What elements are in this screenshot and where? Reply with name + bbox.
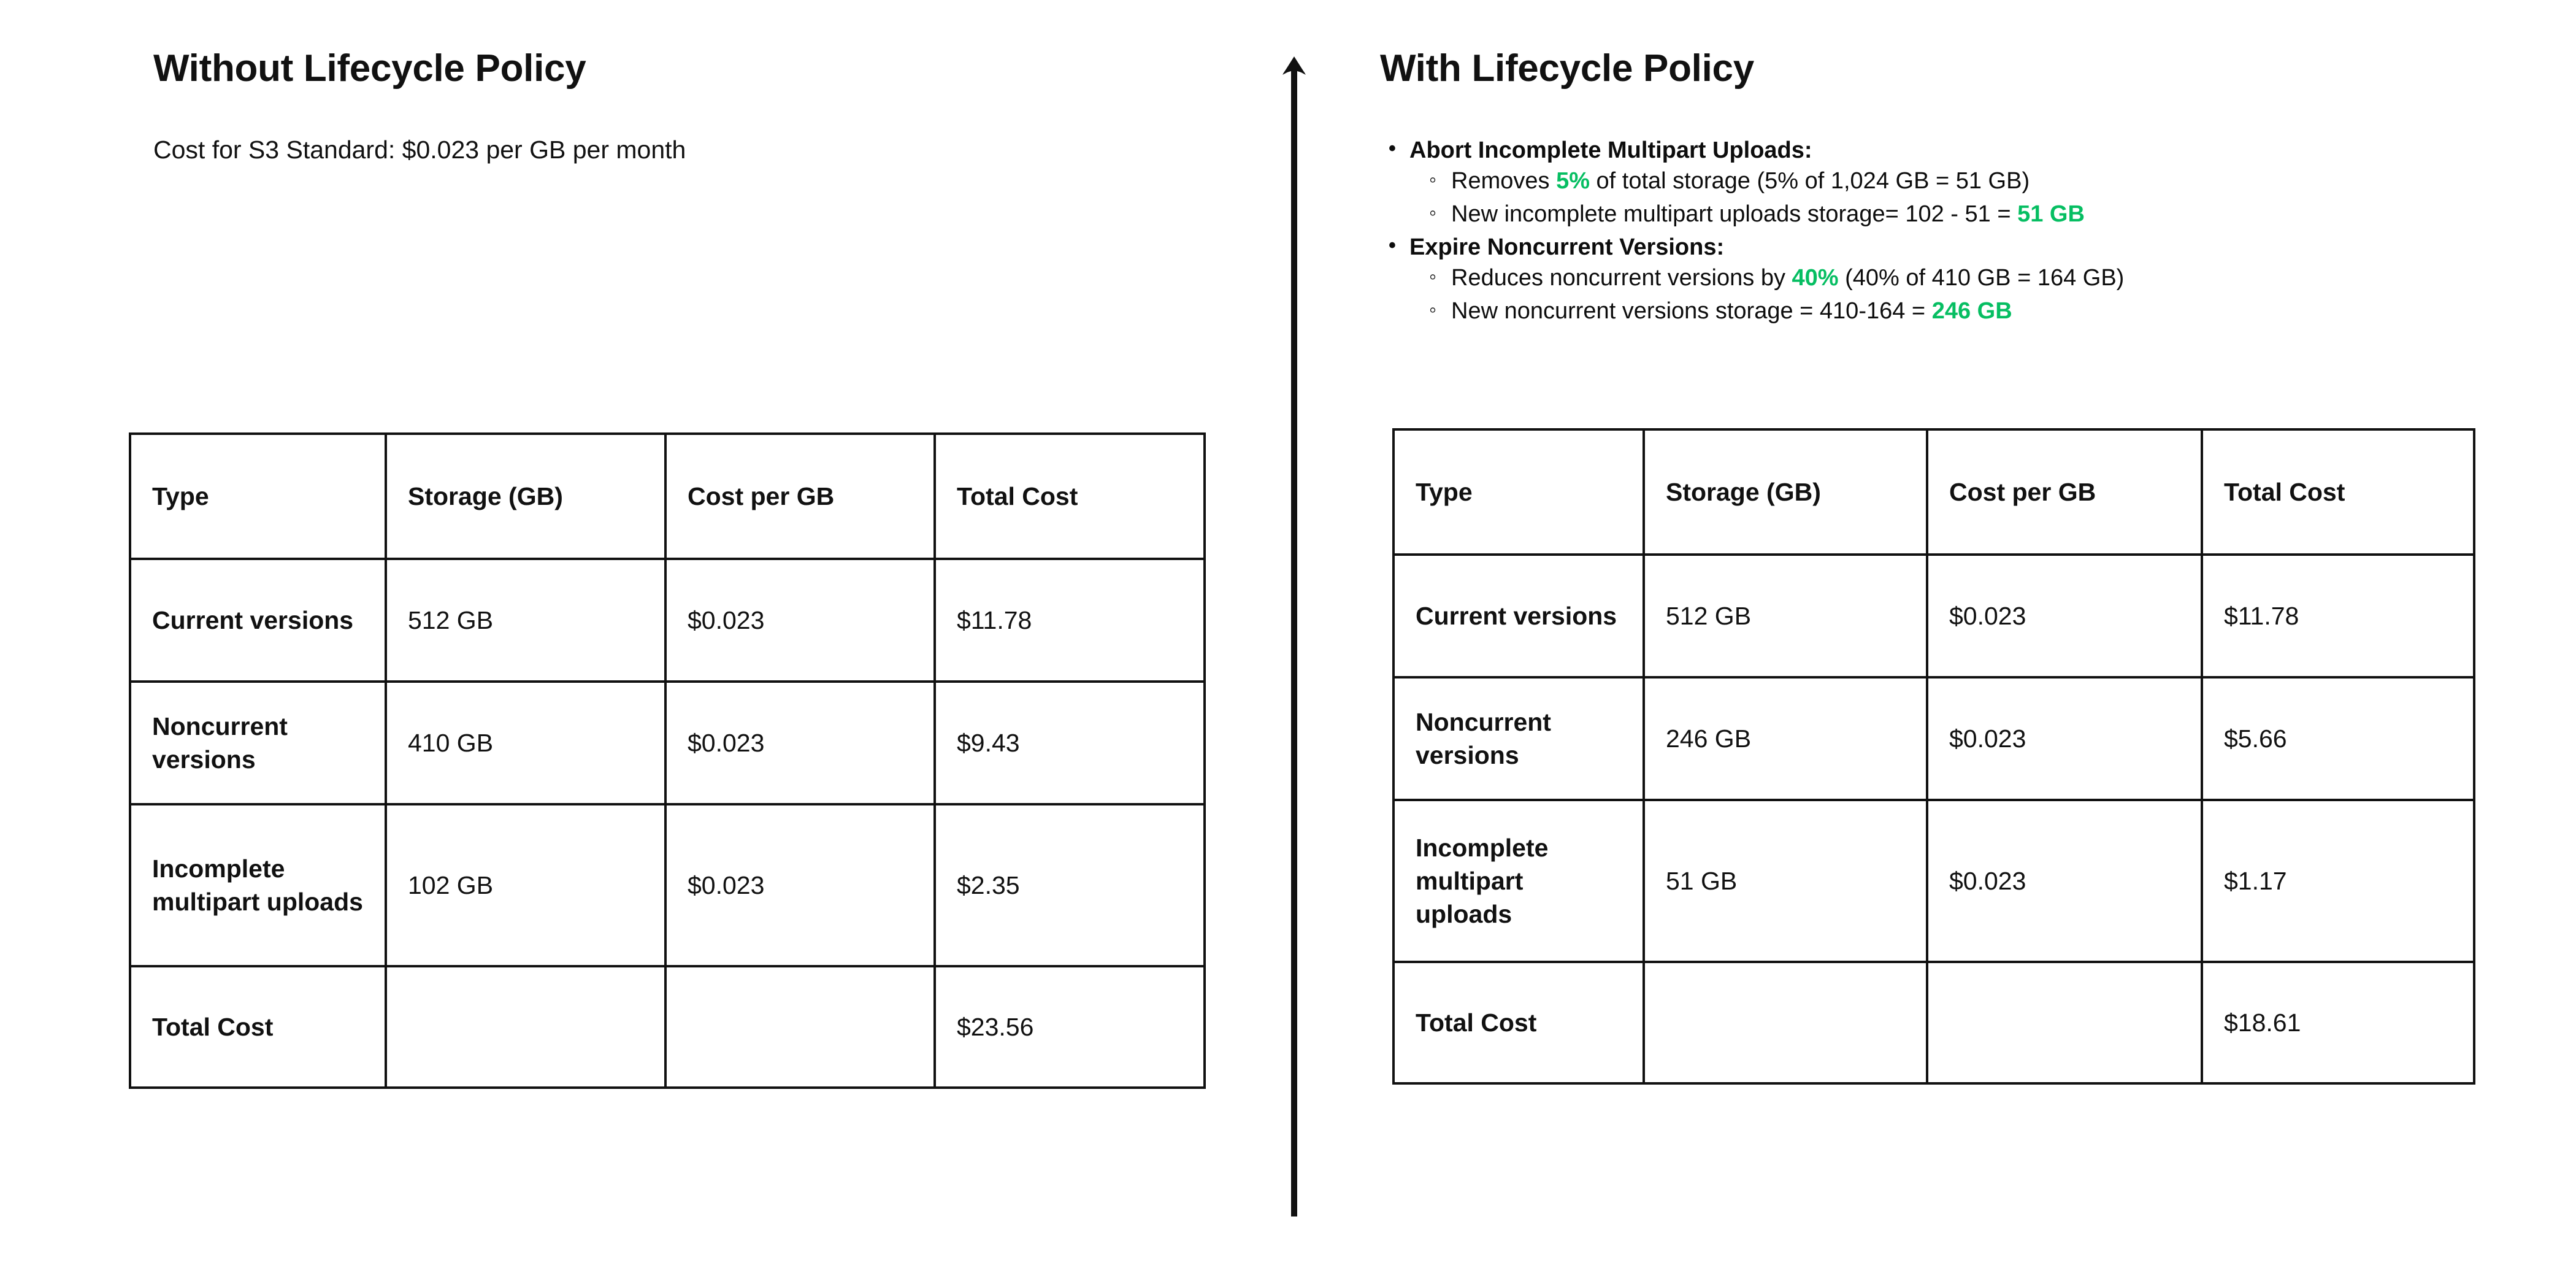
bullet-highlight: 40% xyxy=(1792,265,1839,291)
cell-type: Current versions xyxy=(129,558,387,683)
list-item: Reduces noncurrent versions by 40% (40% … xyxy=(1429,262,2484,295)
bullet-text-pre: Removes xyxy=(1451,168,1557,194)
cell-cost-per-gb: $0.023 xyxy=(1926,799,2203,963)
bullet-group-label: Abort Incomplete Multipart Uploads: xyxy=(1409,136,2484,165)
cell-total-cost: $2.35 xyxy=(933,803,1206,967)
cell-type: Noncurrent versions xyxy=(129,680,387,805)
cell-total-cost-per-gb xyxy=(664,965,936,1089)
table-row: Incomplete multipart uploads 51 GB $0.02… xyxy=(1392,799,2475,963)
column-header-total-cost: Total Cost xyxy=(2201,428,2475,556)
bullet-group-label: Expire Noncurrent Versions: xyxy=(1409,233,2484,262)
cell-storage: 246 GB xyxy=(1643,676,1928,801)
bullet-text-pre: New incomplete multipart uploads storage… xyxy=(1451,201,2018,228)
cell-total-cost: $5.66 xyxy=(2201,676,2475,801)
list-item: New noncurrent versions storage = 410-16… xyxy=(1429,295,2484,328)
cell-total-cost-per-gb xyxy=(1926,961,2203,1085)
cell-storage: 512 GB xyxy=(385,558,667,683)
bullet-highlight: 5% xyxy=(1556,168,1590,194)
cell-type: Current versions xyxy=(1392,553,1645,678)
cost-table: Type Storage (GB) Cost per GB Total Cost… xyxy=(1392,428,2475,1085)
bullet-list-level-2: Reduces noncurrent versions by 40% (40% … xyxy=(1409,262,2484,328)
bullet-group-abort-multipart: Abort Incomplete Multipart Uploads: Remo… xyxy=(1409,136,2484,231)
page-title-with-lifecycle: With Lifecycle Policy xyxy=(1380,47,1754,90)
cell-total-cost: $1.17 xyxy=(2201,799,2475,963)
cell-cost-per-gb: $0.023 xyxy=(1926,676,2203,801)
column-header-cost-per-gb: Cost per GB xyxy=(1926,428,2203,556)
cell-total-storage xyxy=(1643,961,1928,1085)
cell-cost-per-gb: $0.023 xyxy=(664,680,936,805)
table-total-row: Total Cost $23.56 xyxy=(129,965,1206,1089)
cell-total-cost: $11.78 xyxy=(2201,553,2475,678)
cell-total-cost: $9.43 xyxy=(933,680,1206,805)
cell-storage: 51 GB xyxy=(1643,799,1928,963)
cell-cost-per-gb: $0.023 xyxy=(1926,553,2203,678)
column-header-type: Type xyxy=(1392,428,1645,556)
column-header-storage: Storage (GB) xyxy=(1643,428,1928,556)
page-title-without-lifecycle: Without Lifecycle Policy xyxy=(153,47,586,90)
table-header-row: Type Storage (GB) Cost per GB Total Cost xyxy=(129,432,1206,560)
cell-grand-total: $18.61 xyxy=(2201,961,2475,1085)
up-arrow-icon xyxy=(1282,54,1306,1216)
bullet-text-post: (40% of 410 GB = 164 GB) xyxy=(1838,265,2125,291)
table-total-row: Total Cost $18.61 xyxy=(1392,961,2475,1085)
bullet-list-level-2: Removes 5% of total storage (5% of 1,024… xyxy=(1409,165,2484,231)
table-row: Current versions 512 GB $0.023 $11.78 xyxy=(129,558,1206,683)
bullet-highlight: 51 GB xyxy=(2017,201,2085,228)
cost-table-with-lifecycle: Type Storage (GB) Cost per GB Total Cost… xyxy=(1392,428,2475,1085)
without-lifecycle-panel: Without Lifecycle Policy Cost for S3 Sta… xyxy=(129,47,1206,1089)
table-header-row: Type Storage (GB) Cost per GB Total Cost xyxy=(1392,428,2475,556)
bullet-group-expire-noncurrent: Expire Noncurrent Versions: Reduces nonc… xyxy=(1409,233,2484,328)
cost-table-without-lifecycle: Type Storage (GB) Cost per GB Total Cost… xyxy=(129,432,1206,1089)
cell-cost-per-gb: $0.023 xyxy=(664,803,936,967)
cell-type: Incomplete multipart uploads xyxy=(1392,799,1645,963)
cell-storage: 410 GB xyxy=(385,680,667,805)
with-lifecycle-panel: With Lifecycle Policy Abort Incomplete M… xyxy=(1294,0,2576,1276)
table-row: Noncurrent versions 246 GB $0.023 $5.66 xyxy=(1392,676,2475,801)
cell-grand-total: $23.56 xyxy=(933,965,1206,1089)
cell-type: Noncurrent versions xyxy=(1392,676,1645,801)
list-item: Removes 5% of total storage (5% of 1,024… xyxy=(1429,165,2484,198)
s3-standard-cost-note: Cost for S3 Standard: $0.023 per GB per … xyxy=(153,136,686,164)
bullet-text-pre: Reduces noncurrent versions by xyxy=(1451,265,1792,291)
cell-total-label: Total Cost xyxy=(1392,961,1645,1085)
column-header-cost-per-gb: Cost per GB xyxy=(664,432,936,560)
bullet-text-pre: New noncurrent versions storage = 410-16… xyxy=(1451,298,1932,325)
cell-total-storage xyxy=(385,965,667,1089)
column-header-type: Type xyxy=(129,432,387,560)
table-row: Current versions 512 GB $0.023 $11.78 xyxy=(1392,553,2475,678)
bullet-text-post: of total storage (5% of 1,024 GB = 51 GB… xyxy=(1589,168,2030,194)
column-header-total-cost: Total Cost xyxy=(933,432,1206,560)
cell-storage: 512 GB xyxy=(1643,553,1928,678)
cell-cost-per-gb: $0.023 xyxy=(664,558,936,683)
cell-total-cost: $11.78 xyxy=(933,558,1206,683)
table-row: Incomplete multipart uploads 102 GB $0.0… xyxy=(129,803,1206,967)
lifecycle-rules-list: Abort Incomplete Multipart Uploads: Remo… xyxy=(1380,136,2484,330)
cell-type: Incomplete multipart uploads xyxy=(129,803,387,967)
cell-storage: 102 GB xyxy=(385,803,667,967)
table-row: Noncurrent versions 410 GB $0.023 $9.43 xyxy=(129,680,1206,805)
cell-total-label: Total Cost xyxy=(129,965,387,1089)
bullet-highlight: 246 GB xyxy=(1931,298,2012,325)
cost-table: Type Storage (GB) Cost per GB Total Cost… xyxy=(129,432,1206,1089)
list-item: New incomplete multipart uploads storage… xyxy=(1429,198,2484,231)
column-header-storage: Storage (GB) xyxy=(385,432,667,560)
bullet-list-level-1: Abort Incomplete Multipart Uploads: Remo… xyxy=(1380,136,2484,328)
